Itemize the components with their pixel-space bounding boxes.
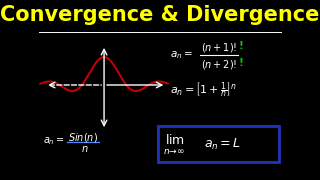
Text: $\lim$: $\lim$ [165,133,185,147]
Text: !: ! [238,58,243,68]
Text: $a_n = \left[1+\frac{1}{n}\right]^n$: $a_n = \left[1+\frac{1}{n}\right]^n$ [170,80,237,100]
Text: $n\!\rightarrow\!\infty$: $n\!\rightarrow\!\infty$ [163,147,186,156]
Text: $a_n =$: $a_n =$ [170,49,193,61]
Text: Convergence & Divergence: Convergence & Divergence [0,5,320,25]
Text: $a_n=$: $a_n=$ [44,135,65,147]
Text: !: ! [238,41,243,51]
FancyBboxPatch shape [158,126,279,162]
Text: $a_n = L$: $a_n = L$ [204,136,241,152]
Text: $n$: $n$ [81,144,88,154]
Text: $Sin(n)$: $Sin(n)$ [68,130,98,143]
Text: $(n+2)!$: $(n+2)!$ [201,57,237,71]
Text: $(n+1)!$: $(n+1)!$ [201,40,237,53]
